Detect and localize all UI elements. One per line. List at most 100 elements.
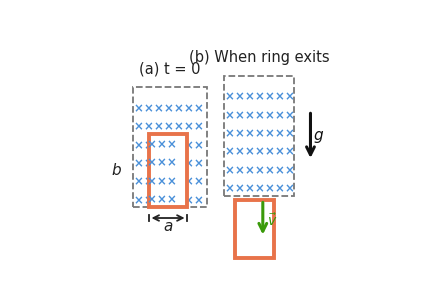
- Text: ×: ×: [194, 139, 204, 152]
- Text: ×: ×: [285, 182, 295, 196]
- Text: ×: ×: [143, 120, 153, 134]
- Text: ×: ×: [274, 127, 284, 140]
- Text: ×: ×: [224, 127, 234, 140]
- Text: ×: ×: [255, 182, 264, 196]
- Text: ×: ×: [264, 146, 274, 159]
- Text: ×: ×: [143, 176, 153, 189]
- Text: ×: ×: [147, 157, 157, 170]
- Text: ×: ×: [224, 90, 234, 103]
- Text: ×: ×: [285, 127, 295, 140]
- Text: ×: ×: [133, 139, 143, 152]
- Text: ×: ×: [147, 193, 157, 207]
- Text: ×: ×: [163, 139, 173, 152]
- Text: ×: ×: [154, 120, 163, 134]
- Text: ×: ×: [274, 90, 284, 103]
- Bar: [149, 134, 187, 207]
- Text: ×: ×: [224, 164, 234, 177]
- Text: ×: ×: [174, 157, 184, 170]
- Text: a: a: [163, 219, 173, 234]
- Text: ×: ×: [194, 157, 204, 170]
- Text: ×: ×: [274, 146, 284, 159]
- Text: ×: ×: [264, 164, 274, 177]
- Bar: [224, 76, 294, 196]
- Text: ×: ×: [244, 146, 254, 159]
- Text: ×: ×: [264, 182, 274, 196]
- Text: ×: ×: [133, 194, 143, 207]
- Text: ×: ×: [274, 182, 284, 196]
- Text: ×: ×: [255, 109, 264, 122]
- Text: ×: ×: [157, 138, 167, 151]
- Text: ×: ×: [174, 194, 184, 207]
- Text: ×: ×: [234, 127, 244, 140]
- Text: ×: ×: [163, 157, 173, 170]
- Text: ×: ×: [264, 127, 274, 140]
- Text: ×: ×: [133, 120, 143, 134]
- Text: ×: ×: [285, 146, 295, 159]
- Text: ×: ×: [264, 109, 274, 122]
- Text: ×: ×: [255, 146, 264, 159]
- Text: ×: ×: [244, 164, 254, 177]
- Text: ×: ×: [224, 146, 234, 159]
- Text: ×: ×: [147, 138, 157, 151]
- Text: ×: ×: [184, 120, 194, 134]
- Text: ×: ×: [154, 102, 163, 115]
- Text: ×: ×: [224, 109, 234, 122]
- Text: ×: ×: [154, 194, 163, 207]
- Text: ×: ×: [244, 90, 254, 103]
- Text: $\vec{v}$: $\vec{v}$: [267, 212, 277, 229]
- Text: ×: ×: [167, 193, 177, 207]
- Text: ×: ×: [285, 109, 295, 122]
- Text: ×: ×: [157, 175, 167, 188]
- Text: ×: ×: [174, 176, 184, 189]
- Text: (b) When ring exits: (b) When ring exits: [189, 50, 329, 65]
- Text: ×: ×: [163, 176, 173, 189]
- Text: ×: ×: [224, 182, 234, 196]
- Text: ×: ×: [234, 109, 244, 122]
- Text: ×: ×: [163, 194, 173, 207]
- Text: b: b: [111, 163, 121, 178]
- Text: ×: ×: [154, 176, 163, 189]
- Text: ×: ×: [255, 127, 264, 140]
- Text: ×: ×: [143, 194, 153, 207]
- Text: ×: ×: [234, 182, 244, 196]
- Text: ×: ×: [234, 146, 244, 159]
- Text: ×: ×: [255, 164, 264, 177]
- Text: ×: ×: [143, 139, 153, 152]
- Text: ×: ×: [244, 127, 254, 140]
- Text: ×: ×: [244, 182, 254, 196]
- Text: ×: ×: [255, 90, 264, 103]
- Text: ×: ×: [194, 194, 204, 207]
- Text: ×: ×: [167, 175, 177, 188]
- Text: ×: ×: [167, 138, 177, 151]
- Text: g: g: [314, 128, 324, 143]
- Text: ×: ×: [157, 193, 167, 207]
- Text: ×: ×: [174, 139, 184, 152]
- Text: ×: ×: [133, 102, 143, 115]
- Text: ×: ×: [184, 194, 194, 207]
- Text: ×: ×: [274, 109, 284, 122]
- Text: ×: ×: [244, 109, 254, 122]
- Text: ×: ×: [194, 176, 204, 189]
- Text: ×: ×: [234, 90, 244, 103]
- Text: ×: ×: [184, 102, 194, 115]
- Text: ×: ×: [167, 157, 177, 170]
- Text: ×: ×: [143, 157, 153, 170]
- Text: ×: ×: [163, 120, 173, 134]
- Text: ×: ×: [194, 102, 204, 115]
- Bar: [133, 87, 207, 207]
- Text: ×: ×: [234, 164, 244, 177]
- Text: ×: ×: [194, 120, 204, 134]
- Text: ×: ×: [184, 139, 194, 152]
- Text: (a) t = 0: (a) t = 0: [139, 62, 201, 76]
- Text: ×: ×: [143, 102, 153, 115]
- Text: ×: ×: [274, 164, 284, 177]
- Text: ×: ×: [285, 90, 295, 103]
- Text: ×: ×: [264, 90, 274, 103]
- Text: ×: ×: [133, 176, 143, 189]
- Text: ×: ×: [154, 157, 163, 170]
- Text: ×: ×: [163, 102, 173, 115]
- Text: ×: ×: [133, 157, 143, 170]
- Text: ×: ×: [285, 164, 295, 177]
- Text: ×: ×: [154, 139, 163, 152]
- Text: ×: ×: [147, 175, 157, 188]
